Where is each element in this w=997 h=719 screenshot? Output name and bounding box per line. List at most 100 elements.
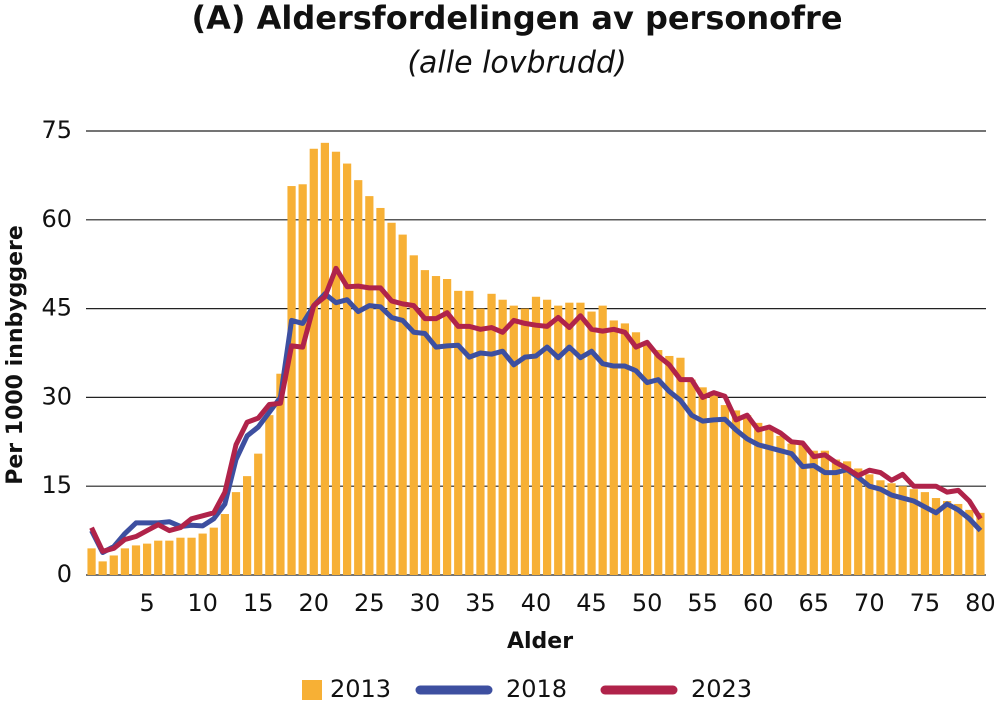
bar [898,486,907,575]
bar [443,279,452,575]
bar [231,492,241,575]
bar [876,480,885,575]
bar [187,537,196,575]
bar [320,142,329,575]
bar [309,148,318,575]
bar [765,429,774,575]
legend-swatch [302,680,322,700]
bar [554,305,563,575]
bar [831,459,841,575]
bar [109,555,118,575]
bar [854,468,863,575]
x-tick-label: 60 [743,589,774,617]
bar [709,391,718,575]
bar [176,537,185,575]
bar [687,379,696,575]
bar [965,509,974,575]
line [89,265,983,554]
x-tick-label: 65 [799,589,830,617]
bar [565,302,574,575]
bar [543,299,552,575]
bar [454,290,463,575]
bar [243,476,252,575]
bar [154,540,163,575]
bar [476,308,485,575]
bar [665,355,674,575]
bar [120,548,129,575]
bar [420,270,429,575]
bar [376,207,385,575]
bar [276,373,285,575]
bar [198,533,207,575]
bar [165,540,174,575]
bar [631,332,641,575]
x-tick-label: 45 [576,589,607,617]
bar [509,305,518,575]
chart-title: (A) Aldersfordelingen av personofre [191,0,842,37]
bar [131,545,141,575]
chart-subtitle: (alle lovbrudd) [407,46,626,81]
bar [743,415,752,575]
bar [598,305,607,575]
bar [720,405,729,575]
bar [820,450,829,575]
bar [298,184,307,575]
bar [654,350,663,575]
line [89,291,983,556]
y-tick-label: 30 [41,382,72,410]
bar [609,320,618,575]
bar [620,323,629,575]
x-tick-label: 15 [243,589,274,617]
bar [576,302,585,575]
bar [643,344,652,575]
bar [754,422,763,575]
bar [465,290,474,575]
bar [731,410,741,575]
x-tick-label: 30 [410,589,441,617]
x-tick-label: 35 [465,589,496,617]
bar [676,357,685,575]
x-tick-label: 40 [521,589,552,617]
bar [520,308,529,575]
x-tick-label: 10 [187,589,218,617]
x-tick-label: 55 [687,589,718,617]
bar [365,196,374,575]
x-tick-label: 25 [354,589,385,617]
y-tick-label: 15 [41,471,72,499]
bar [776,435,785,575]
bar [587,311,596,575]
bar [354,180,363,576]
bar [143,543,152,575]
bar [409,255,418,575]
bar [909,489,918,575]
x-tick-label: 75 [910,589,941,617]
bar [487,293,496,575]
x-tick-label: 80 [965,589,996,617]
y-tick-label: 0 [57,560,72,588]
bar [498,299,507,575]
x-tick-label: 70 [854,589,885,617]
bar [254,453,263,575]
bar [398,234,407,575]
bar [943,501,952,575]
legend-label: 2018 [506,675,567,703]
bar [976,512,985,575]
bar [287,186,296,575]
bar [887,483,896,575]
bar [865,474,874,575]
x-tick-label: 50 [632,589,663,617]
bar [387,222,396,575]
bar [220,514,229,575]
bar [87,548,96,575]
x-axis-label: Alder [507,629,573,654]
bar [431,276,441,575]
bar [265,415,274,575]
bar [343,163,352,575]
bar [209,527,218,575]
y-axis-label: Per 1000 innbyggere [3,225,28,485]
bar [920,492,929,575]
y-tick-label: 75 [41,116,72,144]
bar [531,296,541,575]
bar [698,387,707,575]
